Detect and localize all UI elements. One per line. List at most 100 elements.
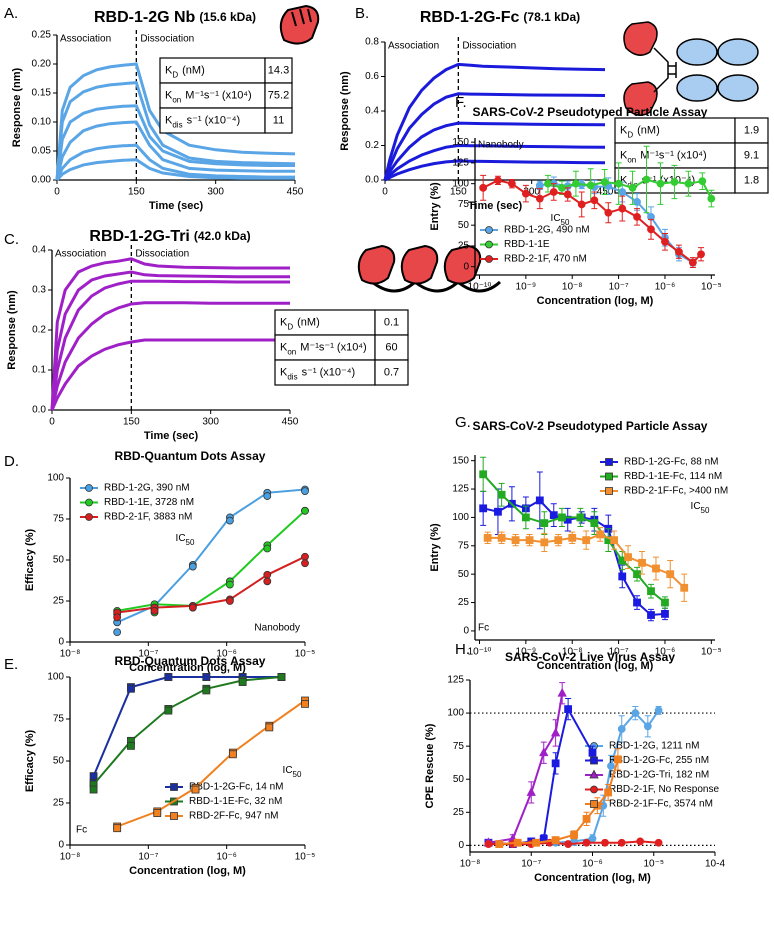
symbol: K [620, 149, 628, 161]
ic50-base: IC [283, 765, 293, 776]
sensorgram-line [50, 279, 290, 411]
subscript: dis [172, 120, 182, 129]
annotation: Dissociation [135, 249, 189, 260]
subscript: on [287, 347, 296, 356]
legend-marker [589, 769, 599, 779]
legend-marker [170, 783, 178, 791]
x-tick-label: 10⁻⁸ [60, 852, 81, 863]
chart-title: RBD-Quantum Dots Assay [115, 449, 266, 463]
data-point [628, 183, 637, 192]
sensorgram-line [50, 338, 290, 411]
table-cell [614, 142, 736, 169]
table-label: Kdis s⁻¹ (x10⁻⁴) [165, 114, 240, 129]
curve [499, 759, 619, 846]
ic50-sub: 50 [186, 538, 195, 547]
ic50-base: IC [691, 501, 701, 512]
unit: M⁻¹s⁻¹ (x10⁴) [640, 149, 706, 161]
data-point [301, 699, 309, 708]
legend-label: RBD-2-1F, 470 nM [504, 254, 587, 265]
data-point [636, 837, 645, 846]
chart-title: RBD-Quantum Dots Assay [115, 654, 266, 668]
legend-marker [485, 226, 493, 234]
x-tick-label: 10⁻⁷ [609, 647, 629, 658]
data-point [479, 183, 488, 192]
data-point [661, 609, 669, 618]
data-point [604, 208, 613, 217]
table-value: 11 [273, 114, 284, 126]
y-tick-label: 0.8 [365, 37, 379, 48]
unit: s⁻¹ (x10⁻⁴) [187, 114, 241, 126]
data-point [277, 673, 286, 681]
data-point [590, 519, 599, 527]
y-axis-label: Response (nm) [6, 290, 18, 370]
data-point [540, 538, 549, 547]
panel: D. RBD-Quantum Dots Assay 0 25 50 75 100 10⁻⁸ 10… [4, 449, 315, 674]
y-axis-label: Response (nm) [11, 67, 23, 147]
y-tick-label: 0.6 [365, 71, 379, 82]
curve [488, 693, 564, 844]
panel: A. RBD-1-2G Nb (15.6 kDa) 0.00 0.05 0.10 0.15 0… [4, 5, 304, 212]
y-tick-label: 125 [447, 675, 464, 686]
legend-label: RBD-2-1F-Fc, 3574 nM [609, 799, 713, 810]
subscript: D [287, 322, 293, 331]
title-text: RBD-Quantum Dots Assay [115, 449, 266, 463]
subtitle-text: (78.1 kDa) [523, 10, 580, 24]
sensorgram-line [55, 120, 295, 181]
sensorgram-line [383, 62, 606, 181]
x-axis-label: Concentration (log, M) [129, 662, 246, 674]
data-point [495, 840, 504, 848]
data-point [549, 511, 558, 520]
data-point [652, 564, 660, 573]
ic50-sub: 50 [293, 770, 302, 779]
x-tick-label: 150 [123, 417, 140, 428]
data-point [577, 200, 586, 209]
data-point [642, 175, 651, 184]
title-text: RBD-Quantum Dots Assay [115, 654, 266, 668]
data-point [590, 196, 599, 205]
panel: G. SARS-CoV-2 Pseudotyped Particle Assay 0… [429, 414, 728, 672]
table-cell [274, 334, 376, 361]
data-point [564, 840, 573, 848]
curve [92, 676, 282, 786]
ic50-base: IC [551, 213, 561, 224]
data-point [549, 188, 558, 196]
data-point [263, 577, 272, 586]
legend-label: RBD-2-1F, 3883 nM [104, 512, 192, 523]
data-point [582, 815, 591, 823]
data-point [226, 516, 234, 525]
data-point [494, 176, 502, 185]
curve [488, 840, 659, 846]
annotation: Association [388, 41, 439, 52]
table-cell [159, 57, 266, 84]
sensorgram-line [55, 158, 295, 182]
title-text: SARS-CoV-2 Pseudotyped Particle Assay [473, 105, 708, 119]
y-tick-label: 0 [463, 626, 469, 637]
y-tick-label: 50 [53, 555, 65, 566]
data-point [301, 559, 309, 568]
x-tick-label: 10⁻⁹ [516, 282, 537, 293]
x-tick-label: 10⁻¹⁰ [468, 282, 492, 293]
data-point [638, 558, 646, 567]
symbol: K [280, 316, 288, 328]
x-axis-label: Time (sec) [468, 200, 523, 212]
x-tick-label: 150 [128, 187, 145, 198]
legend-label: RBD-1-2G, 490 nM [504, 225, 590, 236]
legend-marker [590, 800, 598, 808]
symbol: K [620, 124, 628, 136]
symbol: K [280, 341, 288, 353]
data-point [554, 536, 563, 545]
title-text: SARS-CoV-2 Pseudotyped Particle Assay [473, 419, 708, 433]
curve [117, 555, 306, 614]
panel-label: F. [455, 94, 467, 111]
y-tick-label: 0.0 [365, 175, 379, 186]
legend-label: RBD-2-1F-Fc, >400 nM [624, 486, 728, 497]
data-point [113, 613, 122, 622]
y-tick-label: 100 [47, 672, 64, 683]
symbol: K [165, 114, 173, 126]
x-tick-label: 0 [49, 417, 55, 428]
sensorgram-line [383, 143, 606, 182]
legend-marker [605, 472, 613, 481]
unit: M⁻¹s⁻¹ (x10⁴) [300, 341, 366, 353]
data-point [568, 533, 577, 542]
data-point [600, 178, 609, 186]
